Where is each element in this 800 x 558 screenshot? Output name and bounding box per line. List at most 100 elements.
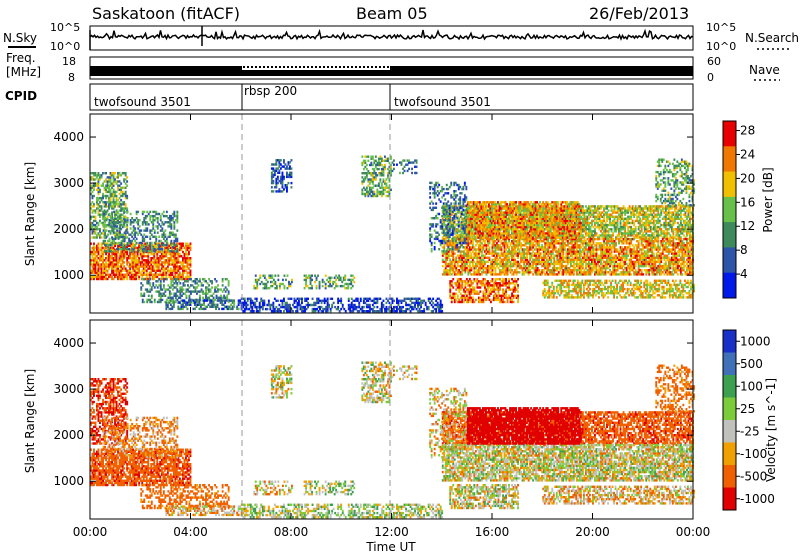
power-cell (139, 225, 141, 227)
power-cell (122, 191, 124, 193)
power-cell (271, 277, 273, 279)
power-cell (160, 215, 162, 217)
power-cell (202, 297, 204, 299)
power-cell (656, 228, 658, 230)
power-cell (331, 306, 333, 308)
power-cell (372, 182, 374, 184)
power-cell (289, 161, 291, 163)
power-cell (594, 230, 596, 232)
power-cell (115, 238, 117, 240)
power-cell (263, 304, 265, 306)
power-cell (187, 261, 189, 263)
power-cell (611, 230, 613, 232)
power-cell (594, 205, 596, 207)
power-cell (314, 281, 316, 283)
power-cell (199, 278, 201, 280)
power-cell (113, 267, 115, 269)
power-cell (160, 280, 162, 282)
power-cell (431, 304, 433, 306)
power-cell (218, 299, 220, 301)
nave-right-tick-bottom: 0 (707, 71, 714, 84)
power-cell (158, 213, 160, 215)
power-cell (160, 217, 162, 219)
power-cell (169, 236, 171, 238)
power-cell (124, 232, 126, 234)
power-cell (333, 302, 335, 304)
power-cell (115, 227, 117, 229)
power-cell (146, 211, 148, 213)
power-cell (284, 285, 286, 287)
power-cell (183, 288, 185, 290)
power-cell (105, 172, 107, 174)
power-cell (104, 259, 106, 261)
power-cell (277, 176, 279, 178)
power-cell (147, 259, 149, 261)
power-cell (350, 287, 352, 289)
power-cell (615, 230, 617, 232)
power-cell (328, 304, 330, 306)
power-cell (101, 174, 103, 176)
power-cell (451, 214, 453, 216)
power-cell (590, 207, 592, 209)
power-cell (590, 228, 592, 230)
power-cell (142, 284, 144, 286)
cpid-segment-3: twofsound 3501 (394, 95, 491, 109)
power-cell (367, 156, 369, 158)
power-cell (199, 295, 201, 297)
power-cell (639, 222, 641, 224)
power-cell (633, 216, 635, 218)
power-cell (134, 227, 136, 229)
power-cell (158, 267, 160, 269)
power-cell (111, 211, 113, 213)
power-cell (160, 286, 162, 288)
power-cell (337, 285, 339, 287)
power-cell (316, 287, 318, 289)
power-cell (381, 310, 383, 312)
power-cell (145, 246, 147, 248)
power-cell (140, 293, 142, 295)
power-cell (325, 287, 327, 289)
power-cell (186, 295, 188, 297)
power-cell (256, 298, 258, 300)
power-cell (149, 282, 151, 284)
power-cell (347, 285, 349, 287)
power-cell (126, 185, 128, 187)
power-cell (166, 215, 168, 217)
power-cell (167, 284, 169, 286)
power-cell (420, 304, 422, 306)
power-cell (116, 234, 118, 236)
power-cell (389, 302, 391, 304)
power-cell (314, 275, 316, 277)
power-cell (99, 230, 101, 232)
power-cell (216, 280, 218, 282)
power-cell (630, 226, 632, 228)
power-cell (193, 299, 195, 301)
power-cell (672, 224, 674, 226)
power-cell (669, 234, 671, 236)
power-cell (149, 217, 151, 219)
power-cell (146, 276, 148, 278)
power-cell (265, 279, 267, 281)
date-title: 26/Feb/2013 (589, 4, 689, 23)
power-cell (428, 306, 430, 308)
power-cell (131, 236, 133, 238)
power-cell (318, 302, 320, 304)
power-cell (157, 286, 159, 288)
power-cell (392, 302, 394, 304)
power-cell (582, 205, 584, 207)
power-cell (113, 261, 115, 263)
power-cell (662, 205, 664, 207)
power-cell (189, 286, 191, 288)
power-cell (311, 279, 313, 281)
power-cell (105, 197, 107, 199)
cpid-panel: CPID twofsound 3501 rbsp 200 twofsound 3… (5, 84, 693, 110)
power-cell (99, 191, 101, 193)
power-cell (142, 299, 144, 301)
power-cell (113, 174, 115, 176)
power-cell (125, 229, 127, 231)
power-cell (107, 270, 109, 272)
power-cell (190, 257, 192, 259)
power-cell (110, 178, 112, 180)
power-cell (624, 228, 626, 230)
power-cell (373, 162, 375, 164)
